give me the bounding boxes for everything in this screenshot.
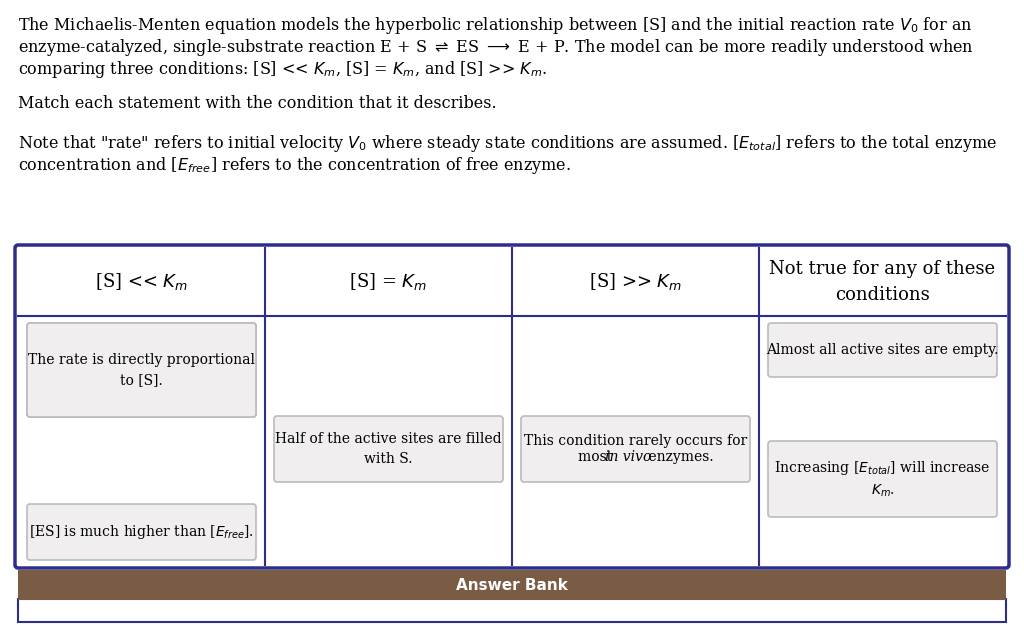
FancyBboxPatch shape — [768, 323, 997, 377]
FancyBboxPatch shape — [27, 323, 256, 417]
Text: in vivo: in vivo — [605, 450, 651, 464]
Text: Half of the active sites are filled
with S.: Half of the active sites are filled with… — [275, 432, 502, 466]
Text: The rate is directly proportional
to [S].: The rate is directly proportional to [S]… — [28, 353, 255, 387]
Text: Match each statement with the condition that it describes.: Match each statement with the condition … — [18, 95, 497, 112]
FancyBboxPatch shape — [521, 416, 750, 482]
Bar — [18, 570, 1006, 600]
FancyBboxPatch shape — [27, 504, 256, 560]
Text: enzyme-catalyzed, single-substrate reaction E + S $\rightleftharpoons$ ES $\long: enzyme-catalyzed, single-substrate react… — [18, 37, 974, 58]
Text: Answer Bank: Answer Bank — [456, 578, 568, 592]
Text: comparing three conditions: [S] << $K_m$, [S] = $K_m$, and [S] >> $K_m$.: comparing three conditions: [S] << $K_m$… — [18, 59, 548, 80]
Text: concentration and [$E_{free}$] refers to the concentration of free enzyme.: concentration and [$E_{free}$] refers to… — [18, 155, 571, 176]
Text: enzymes.: enzymes. — [644, 450, 714, 464]
Bar — [18, 599, 1006, 622]
FancyBboxPatch shape — [27, 323, 256, 417]
Text: Increasing [$E_{total}$] will increase
$K_m$.: Increasing [$E_{total}$] will increase $… — [774, 459, 990, 499]
Text: [S] << $K_m$: [S] << $K_m$ — [95, 271, 188, 292]
FancyBboxPatch shape — [768, 441, 997, 517]
Text: [S] >> $K_m$: [S] >> $K_m$ — [589, 271, 682, 292]
Text: Note that "rate" refers to initial velocity $V_0$ where steady state conditions : Note that "rate" refers to initial veloc… — [18, 133, 997, 154]
FancyBboxPatch shape — [15, 245, 1009, 568]
Text: Not true for any of these
conditions: Not true for any of these conditions — [769, 261, 995, 304]
Text: Almost all active sites are empty.: Almost all active sites are empty. — [766, 343, 998, 357]
Text: most: most — [578, 450, 616, 464]
Text: The Michaelis-Menten equation models the hyperbolic relationship between [S] and: The Michaelis-Menten equation models the… — [18, 15, 973, 36]
Text: This condition rarely occurs for: This condition rarely occurs for — [524, 434, 748, 448]
Text: [S] = $K_m$: [S] = $K_m$ — [349, 271, 428, 292]
Text: [ES] is much higher than [$E_{free}$].: [ES] is much higher than [$E_{free}$]. — [29, 523, 254, 541]
FancyBboxPatch shape — [274, 416, 503, 482]
